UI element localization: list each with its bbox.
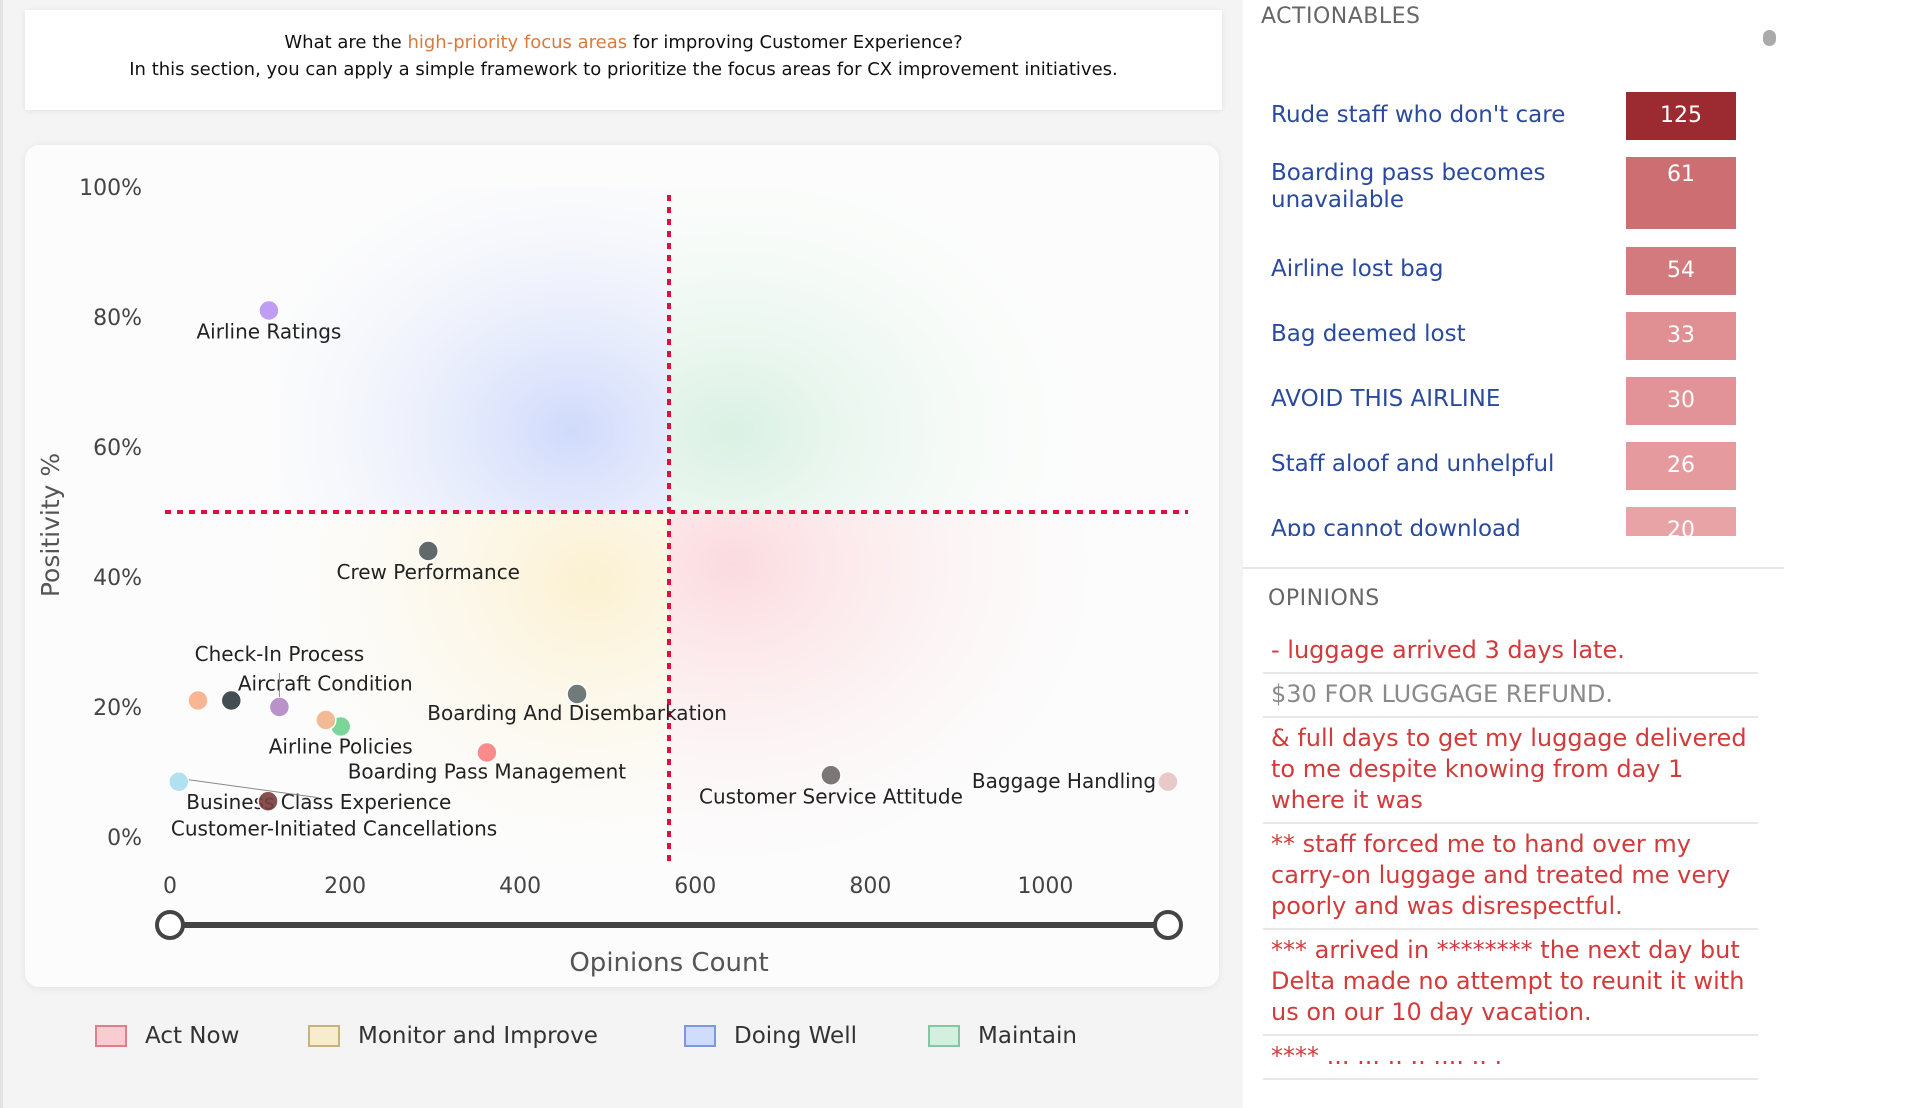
opinion-item[interactable]: - luggage arrived 3 days late. (1263, 630, 1758, 674)
actionable-label[interactable]: AVOID THIS AIRLINE (1271, 386, 1501, 412)
data-point[interactable] (187, 689, 209, 712)
y-axis-label: Positivity % (36, 453, 65, 597)
range-slider-max-handle[interactable] (1153, 910, 1183, 940)
legend-maintain[interactable]: Maintain (928, 1023, 1077, 1049)
x-tick-label: 400 (499, 874, 541, 899)
question-suffix: for improving Customer Experience? (627, 32, 963, 53)
data-point[interactable] (220, 689, 243, 712)
actionable-count: 61 (1626, 157, 1736, 229)
data-point[interactable] (258, 299, 280, 322)
data-point-label: Aircraft Condition (238, 672, 413, 696)
data-point-label: Crew Performance (336, 560, 520, 584)
legend-swatch-doing-well (684, 1025, 716, 1047)
opinion-item[interactable]: **** ... ... .. .. .... .. . (1263, 1036, 1758, 1080)
right-blank-strip (1785, 0, 1918, 1108)
data-point[interactable] (566, 683, 588, 705)
info-description: In this section, you can apply a simple … (129, 59, 1118, 80)
actionable-label[interactable]: Airline lost bag (1271, 256, 1444, 282)
actionable-label[interactable]: Bag deemed lost (1271, 321, 1466, 347)
opinion-item[interactable]: *** arrived in ******** the next day but… (1263, 930, 1758, 1036)
data-point[interactable] (820, 764, 842, 786)
x-tick-label: 200 (324, 874, 366, 899)
opinion-item[interactable]: & full days to get my luggage delivered … (1263, 718, 1758, 824)
question-prefix: What are the (284, 32, 408, 53)
actionable-count: 33 (1626, 312, 1736, 360)
legend-label-maintain: Maintain (978, 1023, 1077, 1049)
actionable-count: 125 (1626, 92, 1736, 140)
label-connector (188, 779, 319, 799)
actionable-count: 20 (1626, 507, 1736, 536)
x-tick-label: 600 (674, 874, 716, 899)
scatter-chart: Airline Ratings Crew Performance Check-In … (36, 176, 1188, 978)
quadrant-act-now (669, 512, 1088, 857)
opinions-title: OPINIONS (1268, 586, 1380, 611)
opinion-item[interactable]: ** staff forced me to hand over my carry… (1263, 824, 1758, 930)
legend-label-doing-well: Doing Well (734, 1023, 857, 1049)
legend-swatch-maintain (928, 1025, 960, 1047)
data-point-label: Check-In Process (195, 642, 365, 666)
y-tick-label: 20% (93, 696, 142, 721)
legend-swatch-monitor (308, 1025, 340, 1047)
data-point-label: Business Class Experience (186, 790, 451, 814)
y-tick-label: 100% (79, 176, 142, 201)
y-tick-label: 60% (93, 436, 142, 461)
legend-monitor[interactable]: Monitor and Improve (308, 1023, 684, 1049)
data-point-label: Customer-Initiated Cancellations (171, 816, 497, 840)
opinion-item[interactable]: $30 FOR LUGGAGE REFUND. (1263, 674, 1758, 718)
actionable-label[interactable]: App cannot download (1271, 516, 1521, 536)
actionable-count: 30 (1626, 377, 1736, 425)
info-question: What are the high-priority focus areas f… (25, 29, 1222, 56)
y-tick-label: 0% (107, 826, 142, 851)
actionable-label[interactable]: Boarding pass becomes unavailable (1271, 160, 1546, 213)
range-slider-min-handle[interactable] (155, 910, 185, 940)
x-tick-label: 800 (849, 874, 891, 899)
legend-act-now[interactable]: Act Now (95, 1023, 308, 1049)
chart-card: Airline Ratings Crew Performance Check-In … (25, 145, 1219, 987)
quadrant-monitor-improve (280, 512, 669, 857)
legend-swatch-act-now (95, 1025, 127, 1047)
x-tick-label: 1000 (1017, 874, 1073, 899)
section-divider (1243, 567, 1784, 569)
data-point-label: Airline Policies (269, 735, 413, 759)
y-tick-label: 40% (93, 566, 142, 591)
x-axis-label: Opinions Count (569, 948, 768, 978)
data-point[interactable] (315, 709, 337, 731)
quadrant-maintain (669, 187, 1088, 512)
data-point-label: Boarding And Disembarkation (427, 701, 727, 725)
info-card: What are the high-priority focus areas f… (25, 10, 1222, 110)
question-highlight: high-priority focus areas (407, 32, 628, 53)
opinions-list[interactable]: - luggage arrived 3 days late. $30 FOR L… (1263, 630, 1758, 1108)
x-tick-label: 0 (163, 874, 177, 899)
data-point-label: Airline Ratings (197, 320, 342, 344)
data-point-label: Customer Service Attitude (699, 784, 963, 808)
data-point[interactable] (268, 696, 291, 718)
scrollbar-thumb[interactable] (1763, 30, 1776, 46)
y-tick-label: 80% (93, 306, 142, 331)
actionable-count: 26 (1626, 442, 1736, 490)
data-point[interactable] (257, 790, 279, 812)
actionable-label[interactable]: Rude staff who don't care (1271, 102, 1566, 128)
legend-doing-well[interactable]: Doing Well (684, 1023, 928, 1049)
data-point[interactable] (417, 540, 440, 562)
legend-label-act-now: Act Now (145, 1023, 240, 1049)
actionables-list[interactable]: Rude staff who don't care 125 Boarding p… (1271, 92, 1736, 536)
chart-legend: Act Now Monitor and Improve Doing Well M… (95, 1010, 1160, 1062)
data-point[interactable] (168, 771, 190, 793)
data-point-label: Baggage Handling (972, 769, 1156, 793)
actionable-count: 54 (1626, 247, 1736, 295)
actionables-title: ACTIONABLES (1261, 4, 1421, 29)
actionable-label[interactable]: Staff aloof and unhelpful (1271, 451, 1555, 477)
legend-label-monitor: Monitor and Improve (358, 1023, 598, 1049)
data-point[interactable] (1157, 771, 1179, 793)
quadrant-doing-well (280, 187, 669, 512)
data-point[interactable] (476, 741, 498, 764)
data-point-label: Boarding Pass Management (348, 760, 627, 784)
